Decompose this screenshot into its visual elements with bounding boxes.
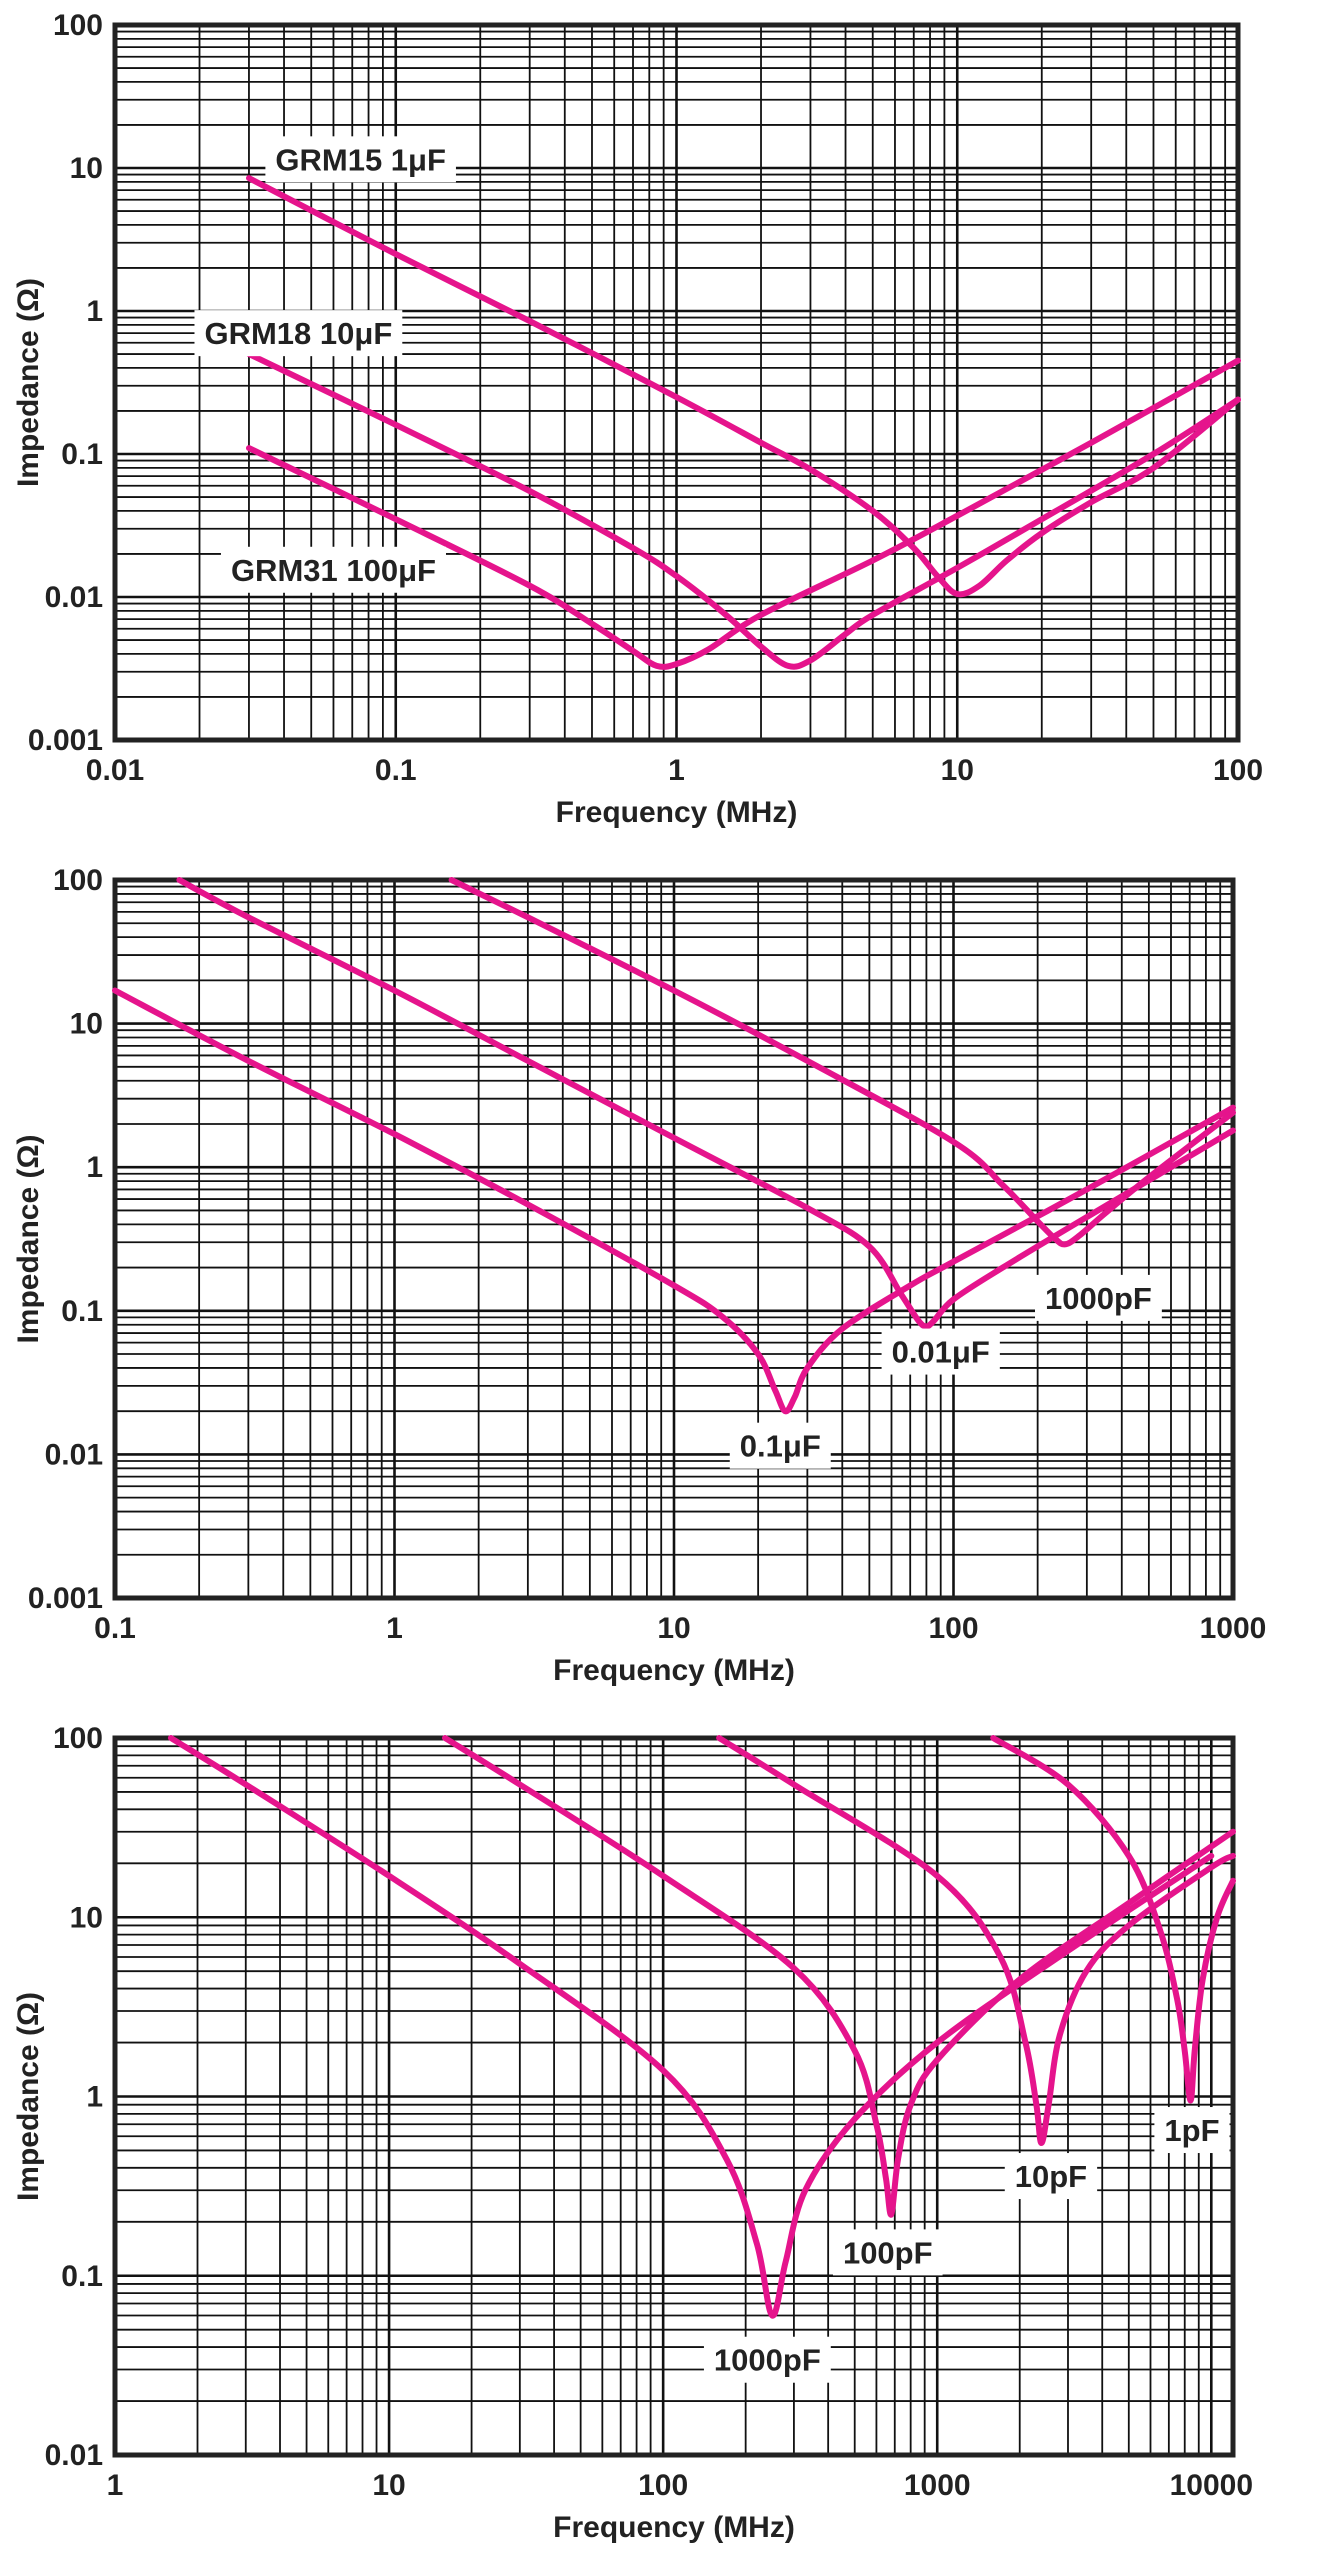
x-tick-label: 0.01 [86, 754, 144, 787]
series-line-1 [442, 1735, 1236, 2218]
grid [115, 880, 1233, 1598]
curve-label-bg [220, 546, 446, 593]
y-tick-label: 1 [86, 295, 103, 328]
curve-label: GRM15 1μF [275, 142, 446, 177]
x-tick-label: 0.1 [375, 754, 417, 787]
y-tick-label: 10 [70, 1008, 103, 1041]
series-line-0 [167, 1735, 1215, 2319]
curve-label-bg [881, 1328, 1000, 1375]
plot-frame [112, 1735, 1236, 2458]
x-tick-label: 10000 [1170, 2469, 1253, 2502]
curve-label-bg [1154, 2107, 1230, 2154]
chart-1: 0.01 0.1 1 10 1000.0010.010.1110100Frequency… [12, 9, 1263, 829]
x-tick-label: 1000 [904, 2469, 971, 2502]
y-tick-label: 0.1 [61, 2260, 103, 2293]
plot-frame [112, 877, 1236, 1601]
y-axis-label: Impedance (Ω) [12, 1134, 45, 1343]
x-tick-label: 100 [928, 1612, 978, 1645]
plot-frame [112, 22, 1241, 743]
series-line-2 [448, 877, 1236, 1248]
series-line-2 [716, 1735, 1236, 2146]
x-tick-label: 1000 [1200, 1612, 1267, 1645]
y-axis-label: Impedance (Ω) [12, 1992, 45, 2201]
curve-label-bg [1004, 2153, 1098, 2200]
x-tick-label: 10 [941, 754, 974, 787]
y-tick-label: 0.01 [45, 2439, 103, 2472]
curve-label: 0.1μF [740, 1429, 821, 1464]
x-tick-label: 100 [1213, 754, 1263, 787]
x-tick-label: 1 [107, 2469, 124, 2502]
series-group [246, 175, 1241, 670]
y-tick-label: 0.001 [28, 724, 103, 757]
series-line-3 [990, 1735, 1236, 2104]
curve-label: 100pF [843, 2235, 933, 2270]
y-tick-label: 0.01 [45, 581, 103, 614]
x-tick-label: 10 [372, 2469, 405, 2502]
curve-label: 1000pF [714, 2343, 821, 2378]
x-tick-label: 10 [657, 1612, 690, 1645]
x-tick-label: 0.1 [94, 1612, 136, 1645]
curve-label: GRM31 100μF [231, 553, 436, 588]
chart-3: 1 10 100 1000 10000 0.01 0.1 1 10 100 Frequency (M… [12, 1722, 1253, 2544]
x-tick-label: 1 [386, 1612, 403, 1645]
curve-label: 1000pF [1045, 1281, 1152, 1316]
x-tick-label: 1 [668, 754, 685, 787]
series-line-0 [112, 987, 1236, 1415]
annotations: 1000pF 100pF 10pF 1pF [703, 2107, 1230, 2383]
annotations: 0.1μF 0.01μF 1000pF [729, 1274, 1162, 1469]
curve-label: GRM18 10μF [204, 316, 392, 351]
x-tick-label: 100 [638, 2469, 688, 2502]
y-tick-label: 1 [86, 1151, 103, 1184]
series-line-1 [246, 351, 1241, 670]
y-tick-label: 0.01 [45, 1438, 103, 1471]
grid [115, 1738, 1233, 2455]
y-tick-label: 100 [53, 864, 103, 897]
curve-label: 1pF [1164, 2113, 1219, 2148]
y-tick-label: 10 [70, 1901, 103, 1934]
y-tick-label: 0.1 [61, 1295, 103, 1328]
grid [115, 25, 1238, 740]
series-line-2 [246, 357, 1241, 670]
y-tick-label: 0.001 [28, 1582, 103, 1615]
curve-label: 10pF [1015, 2159, 1087, 2194]
x-axis-label: Frequency (MHz) [553, 2511, 795, 2544]
y-axis-label: Impedance (Ω) [12, 278, 45, 487]
series-line-1 [176, 877, 1236, 1330]
curve-label-bg [832, 2229, 943, 2276]
curve-label-bg [194, 310, 403, 357]
series-group [112, 877, 1236, 1415]
y-tick-label: 100 [53, 9, 103, 42]
annotations: GRM15 1μF GRM18 10μF GRM31 100μF [194, 136, 456, 593]
curve-label-bg [1035, 1274, 1162, 1321]
y-tick-label: 100 [53, 1722, 103, 1755]
series-group [167, 1735, 1236, 2319]
curve-label: 0.01μF [892, 1335, 990, 1370]
y-tick-label: 0.1 [61, 438, 103, 471]
x-axis-label: Frequency (MHz) [556, 796, 798, 829]
curve-label-bg [265, 136, 456, 183]
y-tick-label: 10 [70, 152, 103, 185]
curve-label-bg [729, 1422, 831, 1469]
curve-label-bg [703, 2336, 831, 2383]
y-tick-label: 1 [86, 2081, 103, 2114]
x-axis-label: Frequency (MHz) [553, 1654, 795, 1687]
chart-2: 0.1 1 10 100 1000 0.001 0.01 0.1 1 10 100 Frequency… [12, 864, 1266, 1687]
